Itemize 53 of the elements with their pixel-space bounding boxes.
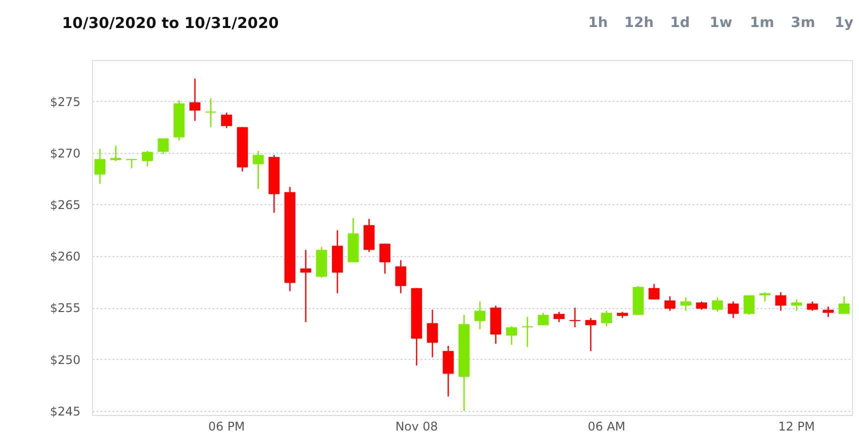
y-tick-label: $270: [50, 146, 80, 160]
candlestick: [426, 309, 438, 358]
candlestick: [379, 243, 390, 274]
y-tick-label: $275: [50, 94, 80, 109]
candlestick: [142, 150, 153, 167]
candlestick: [744, 294, 755, 316]
text: 3m: [790, 15, 816, 31]
candlestick: [585, 317, 596, 352]
candlestick: [252, 150, 264, 190]
text: 1m: [750, 15, 774, 31]
x-tick-label: 06 PM: [208, 420, 245, 434]
chart-title: 10/30/2020 to 10/31/2020: [62, 14, 279, 32]
candlestick: [94, 148, 106, 184]
text: 1h: [588, 15, 608, 31]
text: 1y: [834, 15, 854, 31]
candlestick: [221, 112, 232, 129]
candlestick: [759, 292, 770, 302]
candlestick: [712, 296, 723, 312]
candlestick: [601, 310, 612, 327]
candlestick: [680, 296, 692, 312]
x-tick-label: Nov 08: [395, 420, 438, 434]
candlestick: [554, 311, 565, 323]
candlestick: [569, 307, 580, 328]
candlestick: [728, 300, 739, 319]
text: 1d: [670, 15, 690, 31]
candlestick: [110, 145, 122, 162]
candlestick: [126, 158, 138, 170]
candlestick: [538, 312, 549, 326]
y-tick-label: $250: [50, 352, 80, 367]
text: 12h: [624, 15, 654, 31]
candlestick: [806, 300, 818, 312]
y-tick-label: $265: [50, 198, 80, 212]
x-tick-label: 06 AM: [588, 420, 626, 434]
y-tick-label: $255: [50, 301, 80, 316]
candlestick: [522, 316, 533, 348]
candlestick: [442, 345, 454, 398]
candlestick: [822, 306, 834, 318]
candlestick: [205, 98, 216, 128]
text: 1w: [710, 15, 732, 31]
candlestick: [300, 249, 312, 323]
x-tick-label: 12 PM: [778, 420, 815, 434]
candlestick: [189, 78, 200, 122]
y-tick-label: $245: [50, 404, 80, 418]
candlestick: [791, 298, 802, 312]
y-tick-label: $260: [50, 250, 80, 264]
candlestick: [395, 260, 406, 294]
candlestick: [664, 296, 676, 312]
candlestick: [838, 296, 850, 315]
candlestick: [506, 326, 518, 346]
candlestick: [158, 138, 169, 155]
candlestick: [775, 292, 786, 312]
candlestick: [474, 300, 486, 330]
candlestick: [648, 283, 660, 300]
